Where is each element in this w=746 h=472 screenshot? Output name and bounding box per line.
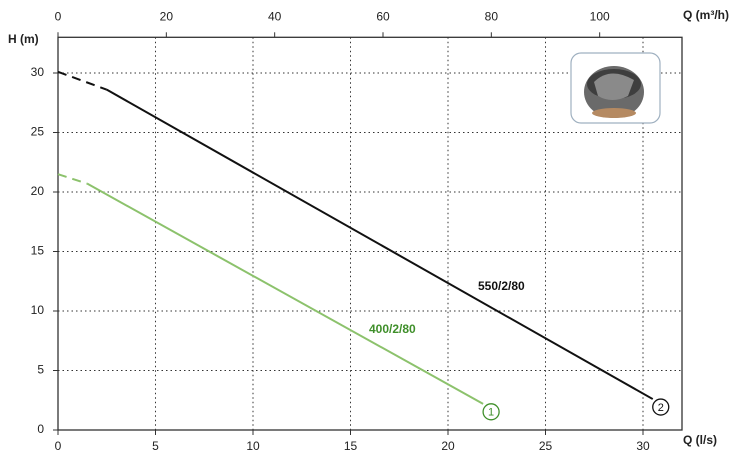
x-tick-label: 20: [441, 439, 455, 453]
end-marker: [482, 403, 500, 421]
curve-segment: [57, 70, 108, 91]
x2-tick-label: 20: [160, 9, 174, 23]
y-tick-label: 20: [31, 184, 45, 198]
end-marker: [652, 398, 670, 416]
y-tick-label: 10: [31, 303, 45, 317]
x-tick-label: 25: [539, 439, 553, 453]
x2-tick-label: 40: [268, 9, 282, 23]
y-tick-label: 15: [31, 244, 45, 258]
curve-segment: [106, 88, 654, 400]
x2-axis-label: Q (m³/h): [683, 8, 729, 22]
x-tick-label: 15: [344, 439, 358, 453]
x2-tick-label: 60: [376, 9, 390, 23]
x-axis-label: Q (l/s): [683, 433, 717, 447]
x-tick-label: 0: [55, 439, 62, 453]
pump-image: [570, 52, 661, 124]
x-tick-label: 5: [152, 439, 159, 453]
end-marker-label: 1: [488, 407, 494, 419]
x2-tick-label: 100: [590, 9, 610, 23]
x-tick-label: 10: [246, 439, 260, 453]
series-label: 400/2/80: [369, 322, 416, 336]
x-tick-label: 30: [636, 439, 650, 453]
y-axis-label: H (m): [8, 32, 39, 46]
plot-frame: [57, 36, 683, 431]
curve-segment: [57, 173, 88, 185]
y-tick-label: 0: [37, 422, 44, 436]
y-tick-label: 25: [31, 125, 45, 139]
series-label: 550/2/80: [478, 279, 525, 293]
x2-tick-label: 80: [485, 9, 499, 23]
y-tick-label: 5: [37, 363, 44, 377]
y-tick-label: 30: [31, 65, 45, 79]
curve-segment: [86, 182, 484, 405]
end-marker-label: 2: [658, 402, 664, 414]
x2-tick-label: 0: [55, 9, 62, 23]
